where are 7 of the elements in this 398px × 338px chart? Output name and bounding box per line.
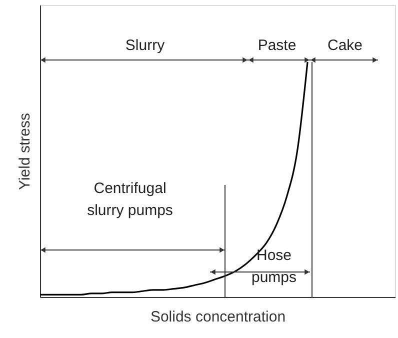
annotation: Hose pumps [251, 247, 297, 286]
annotation: Centrifugal slurry pumps [87, 180, 173, 219]
text: Cake [327, 37, 363, 54]
x-axis-title: Solids concentration [150, 308, 286, 326]
y-axis-title: Yield stress [16, 113, 34, 190]
text: Slurry [125, 37, 166, 54]
text: Paste [258, 37, 296, 54]
